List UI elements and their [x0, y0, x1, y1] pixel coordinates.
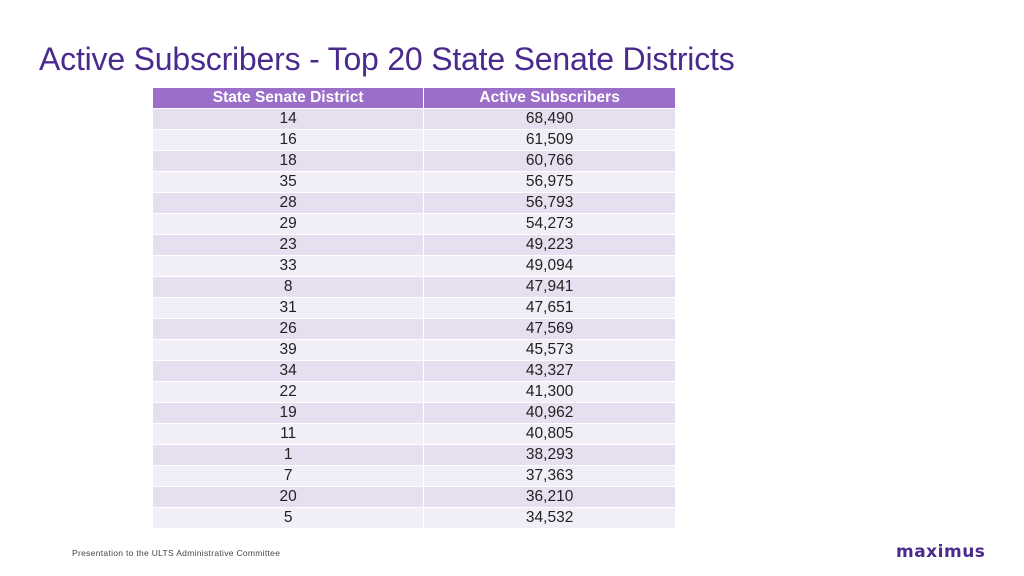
cell-subscribers: 47,569 — [423, 318, 676, 340]
cell-district: 8 — [151, 276, 425, 298]
cell-district: 29 — [151, 213, 425, 235]
table-row: 39 45,573 — [151, 339, 676, 361]
cell-district: 33 — [151, 255, 425, 277]
cell-subscribers: 34,532 — [423, 507, 676, 529]
cell-subscribers: 37,363 — [423, 465, 676, 487]
cell-district: 1 — [151, 444, 425, 466]
table-row: 5 34,532 — [151, 507, 676, 529]
cell-subscribers: 38,293 — [423, 444, 676, 466]
cell-subscribers: 54,273 — [423, 213, 676, 235]
table-row: 16 61,509 — [151, 129, 676, 151]
cell-district: 22 — [151, 381, 425, 403]
table-row: 18 60,766 — [151, 150, 676, 172]
cell-district: 34 — [151, 360, 425, 382]
table-row: 29 54,273 — [151, 213, 676, 235]
table-row: 11 40,805 — [151, 423, 676, 445]
table-row: 14 68,490 — [151, 108, 676, 130]
table-header-row: State Senate District Active Subscribers — [151, 87, 676, 109]
cell-subscribers: 40,962 — [423, 402, 676, 424]
cell-subscribers: 56,975 — [423, 171, 676, 193]
cell-district: 28 — [151, 192, 425, 214]
cell-district: 31 — [151, 297, 425, 319]
cell-subscribers: 41,300 — [423, 381, 676, 403]
cell-district: 35 — [151, 171, 425, 193]
cell-district: 5 — [151, 507, 425, 529]
cell-subscribers: 56,793 — [423, 192, 676, 214]
cell-subscribers: 68,490 — [423, 108, 676, 130]
cell-subscribers: 43,327 — [423, 360, 676, 382]
table-row: 8 47,941 — [151, 276, 676, 298]
table-row: 20 36,210 — [151, 486, 676, 508]
column-header-district: State Senate District — [151, 87, 425, 109]
table-row: 34 43,327 — [151, 360, 676, 382]
table-row: 28 56,793 — [151, 192, 676, 214]
maximus-logo: maximus — [896, 542, 986, 562]
cell-district: 7 — [151, 465, 425, 487]
cell-district: 11 — [151, 423, 425, 445]
column-header-subscribers: Active Subscribers — [423, 87, 676, 109]
subscribers-table: State Senate District Active Subscribers… — [151, 87, 676, 529]
table-row: 31 47,651 — [151, 297, 676, 319]
cell-district: 18 — [151, 150, 425, 172]
table-row: 22 41,300 — [151, 381, 676, 403]
table-row: 19 40,962 — [151, 402, 676, 424]
table-row: 7 37,363 — [151, 465, 676, 487]
cell-district: 39 — [151, 339, 425, 361]
table-row: 1 38,293 — [151, 444, 676, 466]
cell-subscribers: 49,094 — [423, 255, 676, 277]
cell-district: 14 — [151, 108, 425, 130]
table-body: 14 68,490 16 61,509 18 60,766 35 56,975 28 56,793… — [151, 108, 676, 529]
cell-district: 19 — [151, 402, 425, 424]
cell-subscribers: 36,210 — [423, 486, 676, 508]
cell-district: 20 — [151, 486, 425, 508]
cell-subscribers: 61,509 — [423, 129, 676, 151]
cell-subscribers: 40,805 — [423, 423, 676, 445]
table-row: 26 47,569 — [151, 318, 676, 340]
cell-district: 16 — [151, 129, 425, 151]
cell-district: 26 — [151, 318, 425, 340]
cell-district: 23 — [151, 234, 425, 256]
table-row: 33 49,094 — [151, 255, 676, 277]
table-row: 23 49,223 — [151, 234, 676, 256]
footer-text: Presentation to the ULTS Administrative … — [72, 548, 281, 558]
cell-subscribers: 60,766 — [423, 150, 676, 172]
cell-subscribers: 47,941 — [423, 276, 676, 298]
cell-subscribers: 47,651 — [423, 297, 676, 319]
slide-title: Active Subscribers - Top 20 State Senate… — [39, 41, 735, 77]
table-row: 35 56,975 — [151, 171, 676, 193]
cell-subscribers: 49,223 — [423, 234, 676, 256]
cell-subscribers: 45,573 — [423, 339, 676, 361]
